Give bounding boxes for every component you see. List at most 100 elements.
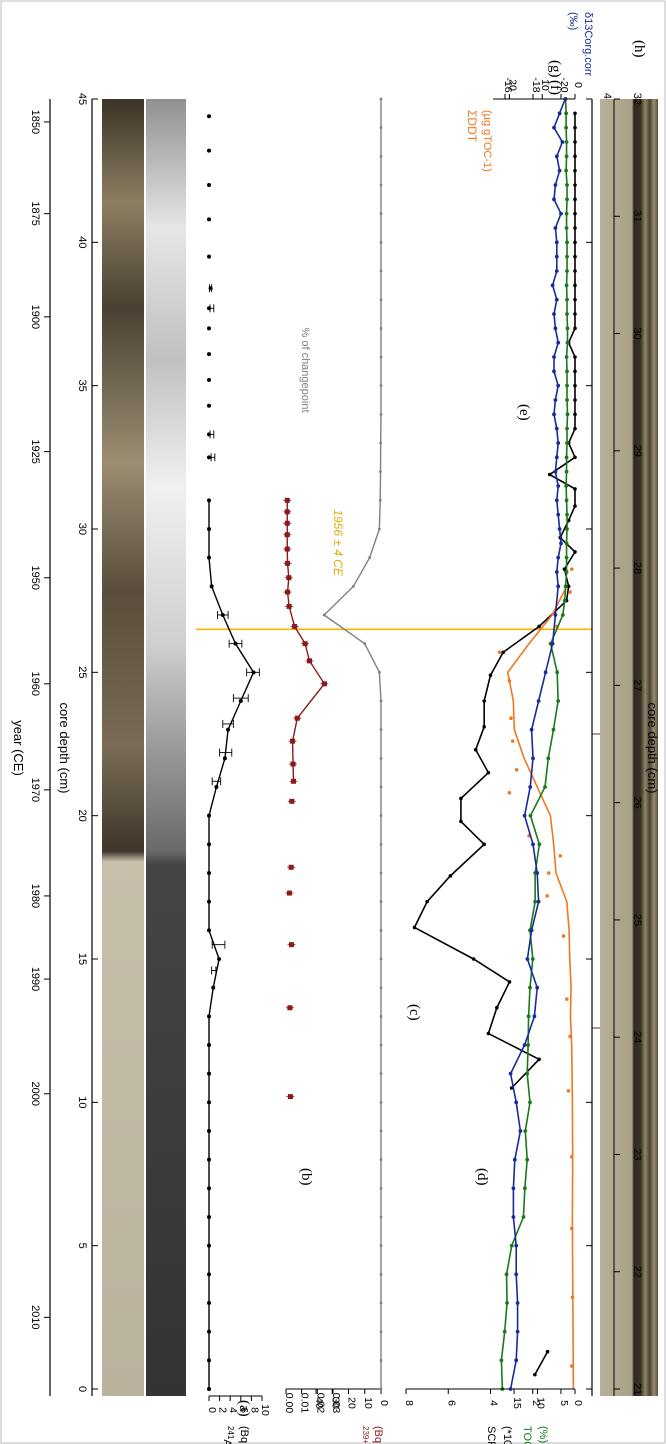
d13c-point xyxy=(532,1014,537,1019)
d13c-point xyxy=(553,226,558,230)
changepoint-point xyxy=(379,183,383,187)
year-tick-label: 1960 xyxy=(29,672,41,696)
scp-point xyxy=(545,1349,550,1354)
d13c-point xyxy=(556,512,561,517)
am-point xyxy=(207,498,211,503)
am-point xyxy=(207,148,211,153)
depth-tick-label: 15 xyxy=(76,953,88,965)
year-tick-label: 1850 xyxy=(29,110,41,134)
marker-label: 1956 ± 4 CE xyxy=(331,509,345,577)
changepoint-point xyxy=(379,814,383,818)
scp-tick-label: 6 xyxy=(445,1400,457,1406)
toc-point xyxy=(522,1186,527,1191)
d13c-point xyxy=(531,842,535,847)
scp-point xyxy=(473,747,478,752)
year-tick-label: 2010 xyxy=(29,1305,41,1329)
toc-point xyxy=(564,140,569,144)
am-point xyxy=(207,1329,211,1334)
scp-series-line xyxy=(534,1351,549,1376)
panel-letter-c: (c) xyxy=(406,1004,422,1021)
toc-point xyxy=(530,957,535,961)
scp-point xyxy=(425,899,429,904)
changepoint-point xyxy=(379,441,383,445)
panel-letter-d: (d) xyxy=(474,1168,490,1186)
toc-point xyxy=(564,455,569,460)
am-point xyxy=(207,555,211,560)
d13c-point xyxy=(553,326,558,331)
d13c-point xyxy=(556,441,561,445)
changepoint-point xyxy=(379,326,383,330)
d13c-point xyxy=(552,369,556,374)
am-point xyxy=(207,527,211,531)
panel-letter-g: (g) xyxy=(547,60,563,78)
toc-point xyxy=(560,613,565,617)
scp-point xyxy=(573,398,577,402)
d13c-point xyxy=(518,1129,523,1133)
toc-point xyxy=(533,899,538,904)
scp-point xyxy=(482,699,486,703)
toc-series-line xyxy=(500,98,569,1390)
d13c-point xyxy=(511,1186,516,1191)
am-point xyxy=(207,899,211,904)
toc-point xyxy=(564,555,569,560)
scp-point xyxy=(486,1031,491,1036)
changepoint-point xyxy=(379,1129,383,1133)
changepoint-point xyxy=(379,785,383,789)
am-point xyxy=(207,842,211,847)
scp-point xyxy=(573,125,577,130)
scp-point xyxy=(562,567,567,571)
scp-point xyxy=(573,383,577,388)
d13c-point xyxy=(515,1301,520,1305)
d13c-point xyxy=(514,1358,519,1363)
d13c-point xyxy=(508,1071,513,1076)
ddt-point xyxy=(545,894,549,898)
toc-point xyxy=(525,1157,530,1162)
panel-letter-e: (e) xyxy=(516,404,532,421)
pu-tick-label: 0.02 xyxy=(314,1393,326,1414)
scp-point xyxy=(537,1057,541,1062)
d13c-point xyxy=(508,1387,513,1391)
d13c-point xyxy=(535,985,540,990)
year-tick-label: 1950 xyxy=(29,565,41,589)
ddt-ylabel: ΣDDT xyxy=(465,110,479,143)
d13c-point xyxy=(552,312,556,316)
scp-point xyxy=(573,269,577,273)
am-point xyxy=(238,699,243,703)
d13c-point xyxy=(553,183,558,187)
toc-point xyxy=(525,1071,530,1076)
photo-depth-tick-label: 25 xyxy=(631,914,643,926)
photo-depth-tick-label: 22 xyxy=(631,1266,643,1278)
changepoint-ylabel: % of changepoint xyxy=(299,327,311,412)
am-point xyxy=(211,985,216,990)
toc-point xyxy=(565,183,569,187)
photo-depth-tick-label: 30 xyxy=(631,327,643,339)
year-tick-label: 1990 xyxy=(29,967,41,991)
year-tick-label: 2000 xyxy=(29,1081,41,1105)
changepoint-point xyxy=(379,1358,383,1362)
d13c-point xyxy=(560,140,565,144)
d13c-point xyxy=(557,168,562,173)
d13c-point xyxy=(550,283,555,288)
toc-point xyxy=(565,297,569,302)
am-point xyxy=(207,1215,211,1219)
toc-point xyxy=(528,1100,532,1105)
d13c-point xyxy=(554,254,559,259)
depth-tick-label: 0 xyxy=(76,1386,88,1392)
ddt-point xyxy=(514,768,519,772)
toc-point xyxy=(509,1243,514,1248)
scp-tick-label: 0 xyxy=(572,1400,584,1406)
pu-tick-label: 0.03 xyxy=(330,1393,342,1414)
am-point xyxy=(207,871,211,875)
d13c-point xyxy=(515,1329,520,1334)
scp-point xyxy=(547,472,552,477)
am-point xyxy=(207,1129,211,1133)
toc-point xyxy=(565,512,569,517)
d13c-point xyxy=(550,641,555,646)
toc-point xyxy=(504,1272,509,1277)
toc-point xyxy=(565,398,569,402)
ddt-tick-label: 20 xyxy=(506,79,518,91)
toc-point xyxy=(565,441,569,445)
toc-point xyxy=(565,254,569,259)
d13c-point xyxy=(554,498,559,503)
am-tick-label: 6 xyxy=(238,1407,250,1413)
